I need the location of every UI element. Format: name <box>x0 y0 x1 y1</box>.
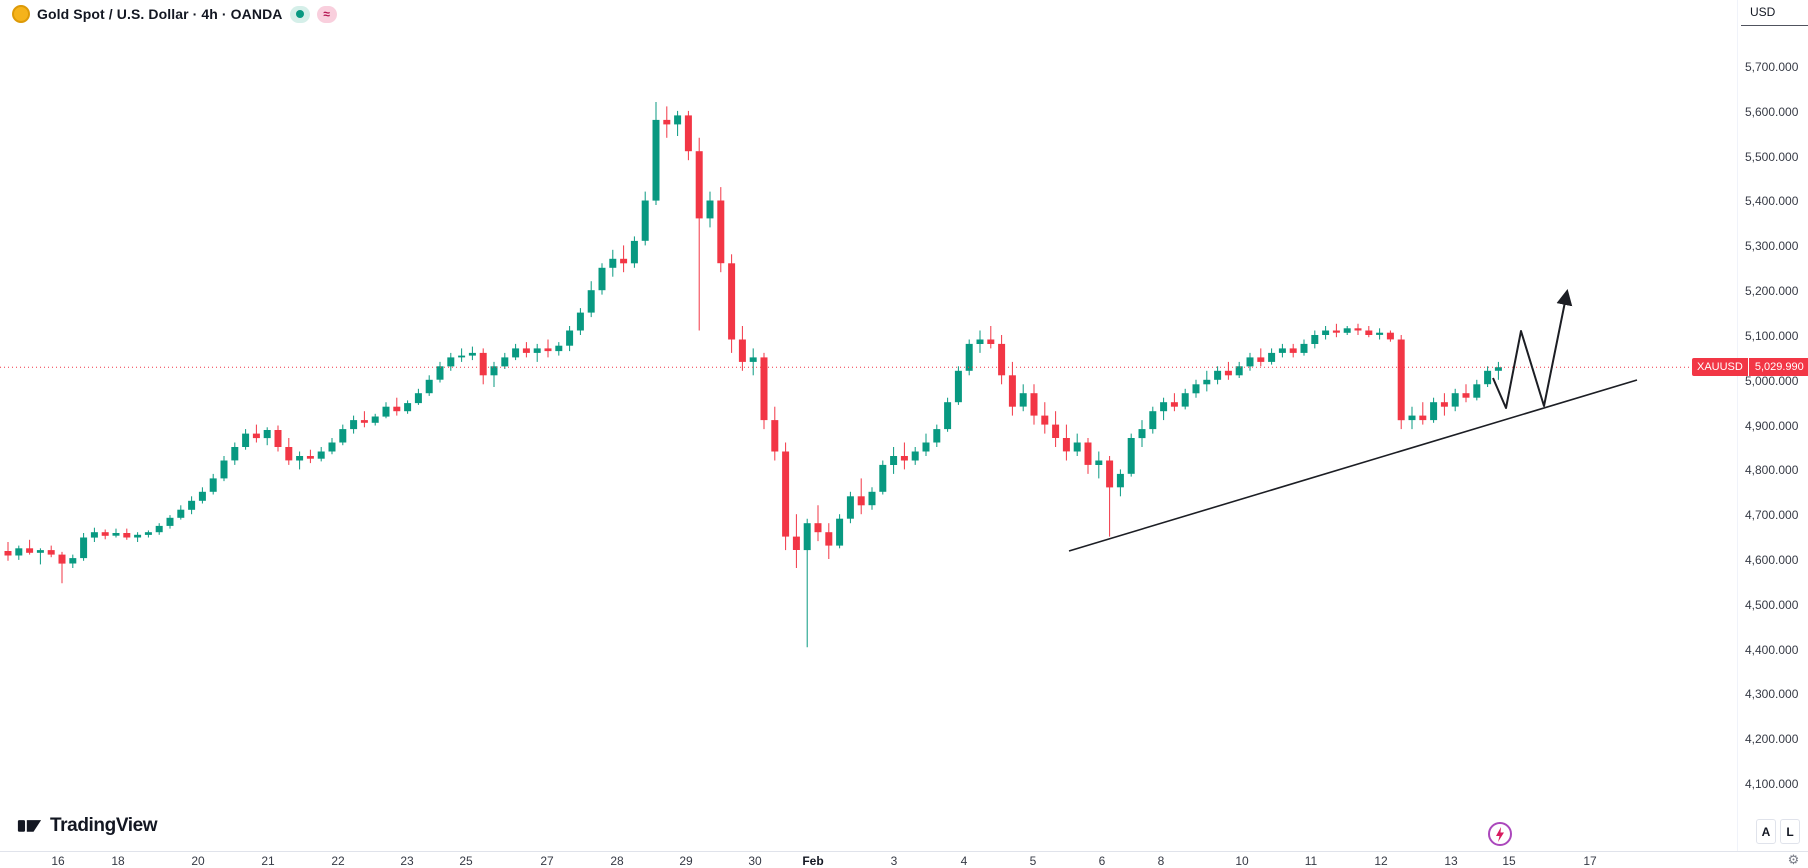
time-tick-label: 30 <box>748 854 762 868</box>
symbol-title[interactable]: Gold Spot / U.S. Dollar · 4h · OANDA <box>37 6 283 22</box>
price-tick-label: 5,400.000 <box>1745 194 1799 208</box>
time-tick-label: 6 <box>1098 854 1106 868</box>
time-tick-label: 25 <box>459 854 473 868</box>
price-tick-label: 4,500.000 <box>1745 598 1799 612</box>
tradingview-logo[interactable]: TradingView <box>17 813 158 838</box>
settings-gear-icon[interactable]: ⚙ <box>1787 851 1800 867</box>
time-tick-label: 18 <box>111 854 125 868</box>
price-tick-label: 4,700.000 <box>1745 508 1799 522</box>
tradingview-logo-icon <box>17 820 42 832</box>
price-tick-label: 5,000.000 <box>1745 374 1799 388</box>
price-tick-label: 5,700.000 <box>1745 60 1799 74</box>
time-tick-label: 17 <box>1583 854 1597 868</box>
time-tick-label: 10 <box>1235 854 1249 868</box>
status-dot-icon <box>295 10 304 18</box>
price-tick-label: 4,600.000 <box>1745 553 1799 567</box>
time-tick-label: 11 <box>1304 854 1318 868</box>
price-tick-label: 5,300.000 <box>1745 239 1799 253</box>
time-tick-label: 23 <box>400 854 414 868</box>
time-tick-label: 21 <box>261 854 275 868</box>
price-tick-label: 4,300.000 <box>1745 687 1799 701</box>
price-tick-label: 4,400.000 <box>1745 643 1799 657</box>
time-tick-label: 28 <box>610 854 624 868</box>
price-tick-label: 4,200.000 <box>1745 732 1799 746</box>
price-tick-label: 5,600.000 <box>1745 105 1799 119</box>
time-tick-label: 8 <box>1157 854 1165 868</box>
price-tick-label: 5,200.000 <box>1745 284 1799 298</box>
log-scale-button[interactable]: L <box>1780 819 1800 844</box>
time-axis[interactable]: 16 18 20 21 22 23 25 27 28 29 30 Feb 3 4 5 6 8 10 11 12 13 15… <box>0 851 1808 868</box>
auto-scale-button[interactable]: A <box>1756 819 1776 844</box>
time-tick-label: 15 <box>1502 854 1516 868</box>
time-tick-label: 4 <box>960 854 968 868</box>
gold-coin-icon <box>12 5 30 23</box>
sparks-icon[interactable] <box>1487 821 1513 847</box>
price-tick-label: 4,800.000 <box>1745 463 1799 477</box>
price-axis[interactable]: 5,700.000 5,600.000 5,500.000 5,400.000 5,30… <box>1737 0 1808 851</box>
symbol-legend[interactable]: Gold Spot / U.S. Dollar · 4h · OANDA ≈ <box>12 5 337 23</box>
tradingview-wordmark: TradingView <box>50 814 158 836</box>
market-status-badge[interactable] <box>289 5 310 23</box>
price-tick-label: 4,100.000 <box>1745 777 1799 791</box>
time-tick-label: 16 <box>51 854 65 868</box>
time-tick-label: Feb <box>802 854 824 868</box>
time-tick-label: 27 <box>540 854 554 868</box>
time-tick-label: 29 <box>679 854 693 868</box>
price-tag-symbol: XAUUSD <box>1692 358 1748 376</box>
axis-currency-label[interactable]: USD <box>1741 0 1808 26</box>
approx-data-badge[interactable]: ≈ <box>316 5 337 23</box>
price-tick-label: 5,500.000 <box>1745 150 1799 164</box>
time-tick-label: 3 <box>890 854 898 868</box>
price-tag-value: 5,029.990 <box>1748 358 1808 376</box>
time-tick-label: 12 <box>1374 854 1388 868</box>
price-tick-label: 4,900.000 <box>1745 419 1799 433</box>
price-scale-buttons: A L <box>1756 819 1800 844</box>
price-tick-label: 5,100.000 <box>1745 329 1799 343</box>
time-tick-label: 13 <box>1444 854 1458 868</box>
time-tick-label: 5 <box>1029 854 1037 868</box>
last-price-label: XAUUSD 5,029.990 <box>1692 358 1808 376</box>
time-tick-label: 22 <box>331 854 345 868</box>
time-tick-label: 20 <box>191 854 205 868</box>
